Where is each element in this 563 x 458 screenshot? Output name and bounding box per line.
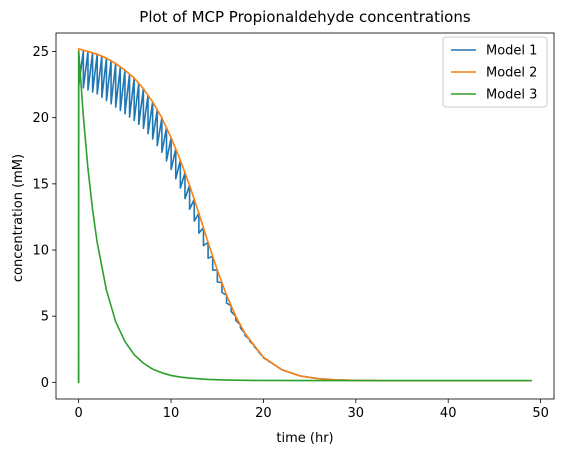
y-tick-label: 15 [32, 177, 49, 192]
y-tick-label: 5 [41, 310, 49, 325]
x-tick-label: 20 [255, 406, 272, 421]
y-axis-label: concentration (mM) [11, 154, 26, 282]
y-tick-label: 20 [32, 111, 49, 126]
plot-frame [55, 32, 555, 400]
legend-label: Model 3 [486, 88, 537, 103]
series-line-model-3 [77, 50, 533, 384]
y-axis: 0 5 10 15 20 25 [32, 45, 56, 391]
x-tick-label: 0 [74, 406, 82, 421]
x-axis: 0 10 20 30 40 50 [74, 399, 549, 421]
legend-label: Model 2 [486, 66, 537, 81]
x-axis-label: time (hr) [276, 431, 333, 446]
legend: Model 1 Model 2 Model 3 [442, 36, 548, 108]
y-tick-label: 10 [32, 244, 49, 259]
y-tick-label: 0 [41, 376, 49, 391]
legend-box [442, 36, 548, 108]
chart-title: Plot of MCP Propionaldehyde concentratio… [139, 8, 471, 26]
x-tick-label: 30 [348, 406, 365, 421]
y-tick-label: 25 [32, 45, 49, 60]
series-layer [77, 48, 533, 384]
legend-label: Model 1 [486, 44, 537, 59]
x-tick-label: 50 [532, 406, 549, 421]
x-tick-label: 40 [440, 406, 457, 421]
x-tick-label: 10 [163, 406, 180, 421]
